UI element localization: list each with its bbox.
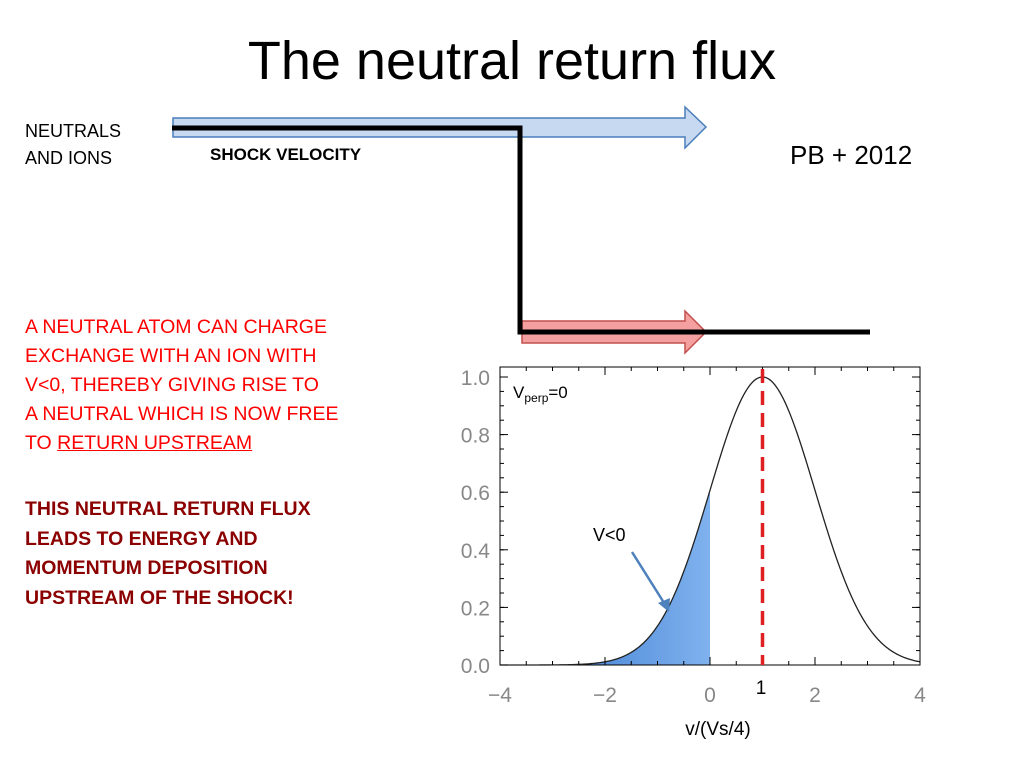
shock-velocity-label: SHOCK VELOCITY xyxy=(210,145,362,164)
dark-para-line: MOMENTUM DEPOSITION xyxy=(25,557,268,579)
x-tick-label: −4 xyxy=(488,684,512,707)
y-tick-label: 0.2 xyxy=(461,597,490,620)
slide-title: The neutral return flux xyxy=(247,31,777,91)
charge-exchange-text: A NEUTRAL ATOM CAN CHARGE EXCHANGE WITH … xyxy=(25,313,445,458)
red-para-prefix: TO xyxy=(25,432,58,454)
dark-para-line: LEADS TO ENERGY AND xyxy=(25,527,258,550)
y-tick-label: 0.0 xyxy=(461,655,490,678)
red-para-line: A NEUTRAL WHICH IS NOW FREE xyxy=(25,403,339,425)
dark-para-line: THIS NEUTRAL RETURN FLUX xyxy=(25,498,311,520)
v-negative-arrow-head xyxy=(658,598,670,612)
chart-layer: −4 −2 0 2 4 0.0 0.2 0.4 0.6 0.8 1.0 xyxy=(461,366,926,707)
return-flux-text: THIS NEUTRAL RETURN FLUX LEADS TO ENERGY… xyxy=(25,495,445,613)
neutrals-label-line2: AND IONS xyxy=(25,148,113,168)
neutrals-ions-label: NEUTRALS AND IONS xyxy=(25,118,121,172)
y-tick-label: 0.6 xyxy=(461,482,490,505)
red-para-line: A NEUTRAL ATOM CAN CHARGE xyxy=(25,316,327,338)
red-para-line-last: TO RETURN UPSTREAM xyxy=(25,429,445,458)
x-tick-label: 0 xyxy=(704,684,716,707)
v-less-than-zero-label: V<0 xyxy=(593,525,626,545)
x-tick-label: 2 xyxy=(809,684,821,707)
shaded-region-v-negative xyxy=(500,490,710,665)
vperp-annotation: Vperp=0 xyxy=(513,383,568,405)
red-para-line: EXCHANGE WITH AN ION WITH xyxy=(25,345,317,367)
y-tick-label: 0.8 xyxy=(461,425,490,448)
x-tick-label: 4 xyxy=(914,684,926,707)
shock-step-line xyxy=(172,125,870,335)
peak-line-label: 1 xyxy=(756,678,767,699)
y-tick-label: 0.4 xyxy=(461,540,491,563)
citation-label: PB + 2012 xyxy=(790,140,913,170)
distribution-curve xyxy=(500,376,921,666)
neutrals-label-line1: NEUTRALS xyxy=(25,121,122,141)
v-negative-arrow-shaft xyxy=(630,551,668,607)
return-upstream-text: RETURN UPSTREAM xyxy=(57,432,253,454)
x-axis-label: v/(Vs/4) xyxy=(685,719,750,740)
red-para-line: V<0, THEREBY GIVING RISE TO xyxy=(25,374,319,396)
y-tick-label: 1.0 xyxy=(461,367,490,390)
dark-para-line: UPSTREAM OF THE SHOCK! xyxy=(25,586,294,609)
x-tick-label: −2 xyxy=(593,684,617,707)
